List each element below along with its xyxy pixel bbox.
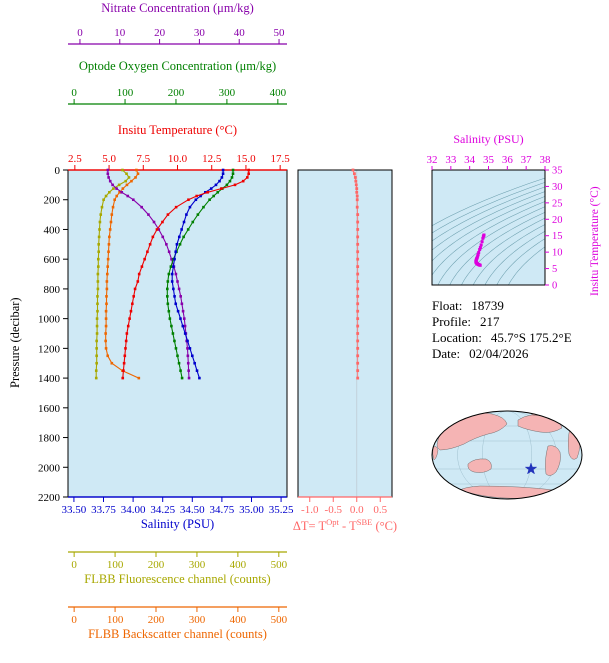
svg-text:25: 25 [552, 198, 563, 209]
svg-text:20: 20 [154, 27, 166, 39]
float-id-row: Float: 18739 [432, 298, 572, 314]
svg-text:-0.5: -0.5 [325, 504, 343, 516]
svg-text:2.5: 2.5 [68, 153, 82, 165]
location-row: Location: 45.7°S 175.2°E [432, 330, 572, 346]
location-value: 45.7°S 175.2°E [490, 330, 572, 345]
pressure-axis-title: Pressure (decibar) [8, 297, 22, 388]
svg-text:5: 5 [552, 264, 557, 275]
svg-text:500: 500 [271, 614, 288, 626]
svg-text:0: 0 [552, 281, 557, 292]
svg-text:0.0: 0.0 [350, 504, 364, 516]
float-value: 18739 [471, 298, 504, 313]
svg-text:33.50: 33.50 [62, 504, 87, 516]
svg-text:0: 0 [71, 614, 77, 626]
svg-text:50: 50 [274, 27, 286, 39]
svg-text:200: 200 [148, 559, 165, 571]
float-label: Float: [432, 298, 463, 313]
svg-text:300: 300 [189, 614, 206, 626]
ts-salinity-axis-title: Salinity (PSU) [453, 132, 524, 146]
svg-text:1600: 1600 [38, 403, 61, 415]
svg-text:400: 400 [230, 559, 247, 571]
fluorescence-axis-title: FLBB Fluorescence channel (counts) [84, 572, 271, 586]
svg-text:35.00: 35.00 [239, 504, 264, 516]
svg-text:2000: 2000 [38, 462, 61, 474]
svg-text:34.25: 34.25 [150, 504, 175, 516]
float-info-block: Float: 18739 Profile: 217 Location: 45.7°S … [432, 298, 572, 362]
delta-t-title-part: - T [338, 519, 357, 534]
svg-text:33.75: 33.75 [91, 504, 116, 516]
svg-text:37: 37 [521, 154, 533, 166]
svg-text:15: 15 [552, 231, 563, 242]
svg-text:38: 38 [540, 154, 552, 166]
svg-text:200: 200 [148, 614, 165, 626]
svg-text:1400: 1400 [38, 373, 61, 385]
svg-text:35.25: 35.25 [269, 504, 294, 516]
svg-text:15.0: 15.0 [236, 153, 256, 165]
delta-t-title-part: ΔT= T [292, 519, 327, 534]
svg-text:2200: 2200 [38, 492, 61, 504]
svg-text:0.5: 0.5 [373, 504, 387, 516]
svg-text:17.5: 17.5 [271, 153, 291, 165]
svg-text:10.0: 10.0 [168, 153, 188, 165]
delta-t-axis-title: ΔT= TOpt - TSBE (°C) [260, 517, 430, 534]
oxygen-axis-title: Optode Oxygen Concentration (μm/kg) [78, 59, 277, 73]
svg-text:200: 200 [44, 195, 61, 207]
delta-t-title-sup-sbe: SBE [356, 517, 373, 527]
svg-text:33: 33 [445, 154, 457, 166]
svg-text:7.5: 7.5 [136, 153, 150, 165]
svg-text:20: 20 [552, 215, 563, 226]
svg-text:100: 100 [107, 559, 124, 571]
svg-text:600: 600 [44, 254, 61, 266]
ts-temperature-axis-title: Insitu Temperature (°C) [589, 186, 601, 296]
delta-t-title-sup-opt: Opt [326, 517, 339, 527]
svg-text:12.5: 12.5 [202, 153, 222, 165]
salinity-axis-title: Salinity (PSU) [140, 517, 215, 531]
svg-text:36: 36 [502, 154, 514, 166]
svg-text:400: 400 [270, 87, 287, 99]
svg-text:1000: 1000 [38, 314, 61, 326]
svg-text:34.75: 34.75 [210, 504, 235, 516]
svg-text:30: 30 [194, 27, 206, 39]
svg-text:32: 32 [427, 154, 438, 166]
svg-text:10: 10 [114, 27, 126, 39]
svg-text:200: 200 [168, 87, 185, 99]
nitrate-axis-title: Nitrate Concentration (μm/kg) [101, 1, 254, 15]
svg-text:0: 0 [77, 27, 83, 39]
date-row: Date: 02/04/2026 [432, 346, 572, 362]
svg-text:300: 300 [219, 87, 236, 99]
svg-text:400: 400 [230, 614, 247, 626]
svg-text:800: 800 [44, 284, 61, 296]
svg-text:400: 400 [44, 224, 61, 236]
delta-t-title-part: (°C) [372, 519, 398, 534]
date-value: 02/04/2026 [469, 346, 529, 361]
svg-text:30: 30 [552, 182, 563, 193]
svg-text:0: 0 [71, 559, 77, 571]
svg-text:34.00: 34.00 [121, 504, 146, 516]
profile-value: 217 [480, 314, 500, 329]
svg-text:1200: 1200 [38, 343, 61, 355]
svg-text:10: 10 [552, 248, 563, 259]
profile-row: Profile: 217 [432, 314, 572, 330]
temperature-axis-title: Insitu Temperature (°C) [117, 123, 238, 137]
svg-text:40: 40 [234, 27, 246, 39]
profile-label: Profile: [432, 314, 471, 329]
svg-text:300: 300 [189, 559, 206, 571]
svg-text:1800: 1800 [38, 433, 61, 445]
location-label: Location: [432, 330, 482, 345]
svg-text:35: 35 [483, 154, 495, 166]
svg-text:34: 34 [464, 154, 476, 166]
svg-text:5.0: 5.0 [102, 153, 116, 165]
date-label: Date: [432, 346, 461, 361]
svg-text:0: 0 [55, 165, 61, 177]
backscatter-axis-title: FLBB Backscatter channel (counts) [88, 627, 267, 641]
svg-text:100: 100 [117, 87, 134, 99]
svg-text:-1.0: -1.0 [301, 504, 319, 516]
svg-text:34.50: 34.50 [180, 504, 205, 516]
svg-text:100: 100 [107, 614, 124, 626]
svg-text:35: 35 [552, 166, 563, 177]
svg-text:0: 0 [71, 87, 77, 99]
svg-text:500: 500 [271, 559, 288, 571]
